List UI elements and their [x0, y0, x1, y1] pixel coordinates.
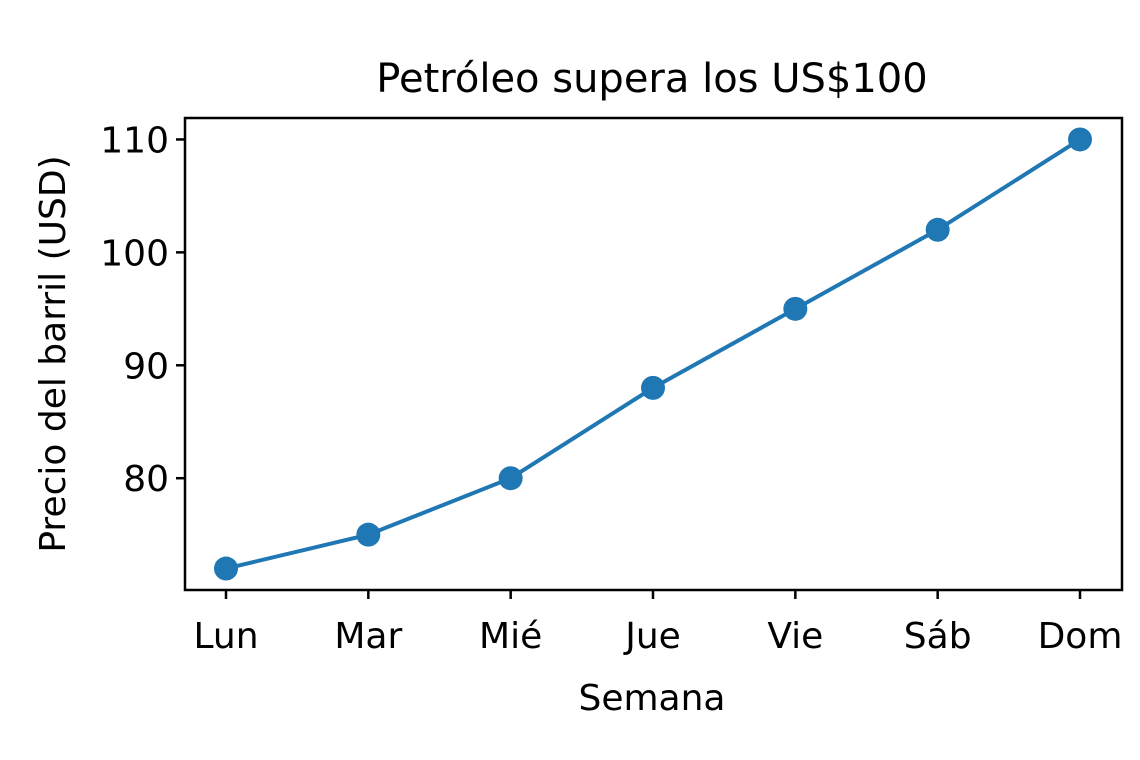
- data-point: [925, 217, 950, 242]
- plot-area-frame: [183, 116, 1124, 592]
- x-tick-label: Sáb: [904, 616, 972, 657]
- data-point: [783, 296, 808, 321]
- y-axis-label: Precio del barril (USD): [33, 155, 74, 552]
- x-axis-ticks: Lun Mar Mié Jue Vie Sáb Dom: [193, 590, 1122, 657]
- x-tick-label: Lun: [193, 616, 258, 657]
- data-point: [1068, 127, 1092, 152]
- y-tick-label: 110: [100, 120, 169, 161]
- data-point: [498, 466, 523, 491]
- x-tick-label: Vie: [767, 616, 823, 657]
- x-tick-label: Dom: [1038, 616, 1123, 657]
- y-tick-label: 100: [100, 233, 169, 274]
- data-points: [214, 127, 1092, 581]
- data-point: [214, 556, 238, 581]
- y-tick-label: 90: [123, 346, 169, 387]
- x-axis-label: Semana: [578, 678, 725, 719]
- series-line: [225, 137, 1082, 571]
- x-tick-label: Jue: [623, 616, 681, 657]
- data-point: [356, 522, 381, 547]
- x-tick-label: Mar: [334, 616, 402, 657]
- x-tick-label: Mié: [479, 616, 542, 657]
- y-tick-label: 80: [123, 459, 169, 500]
- y-axis-ticks: 80 90 100 110: [100, 120, 185, 500]
- chart-title: Petróleo supera los US$100: [376, 56, 927, 102]
- data-point: [641, 375, 665, 400]
